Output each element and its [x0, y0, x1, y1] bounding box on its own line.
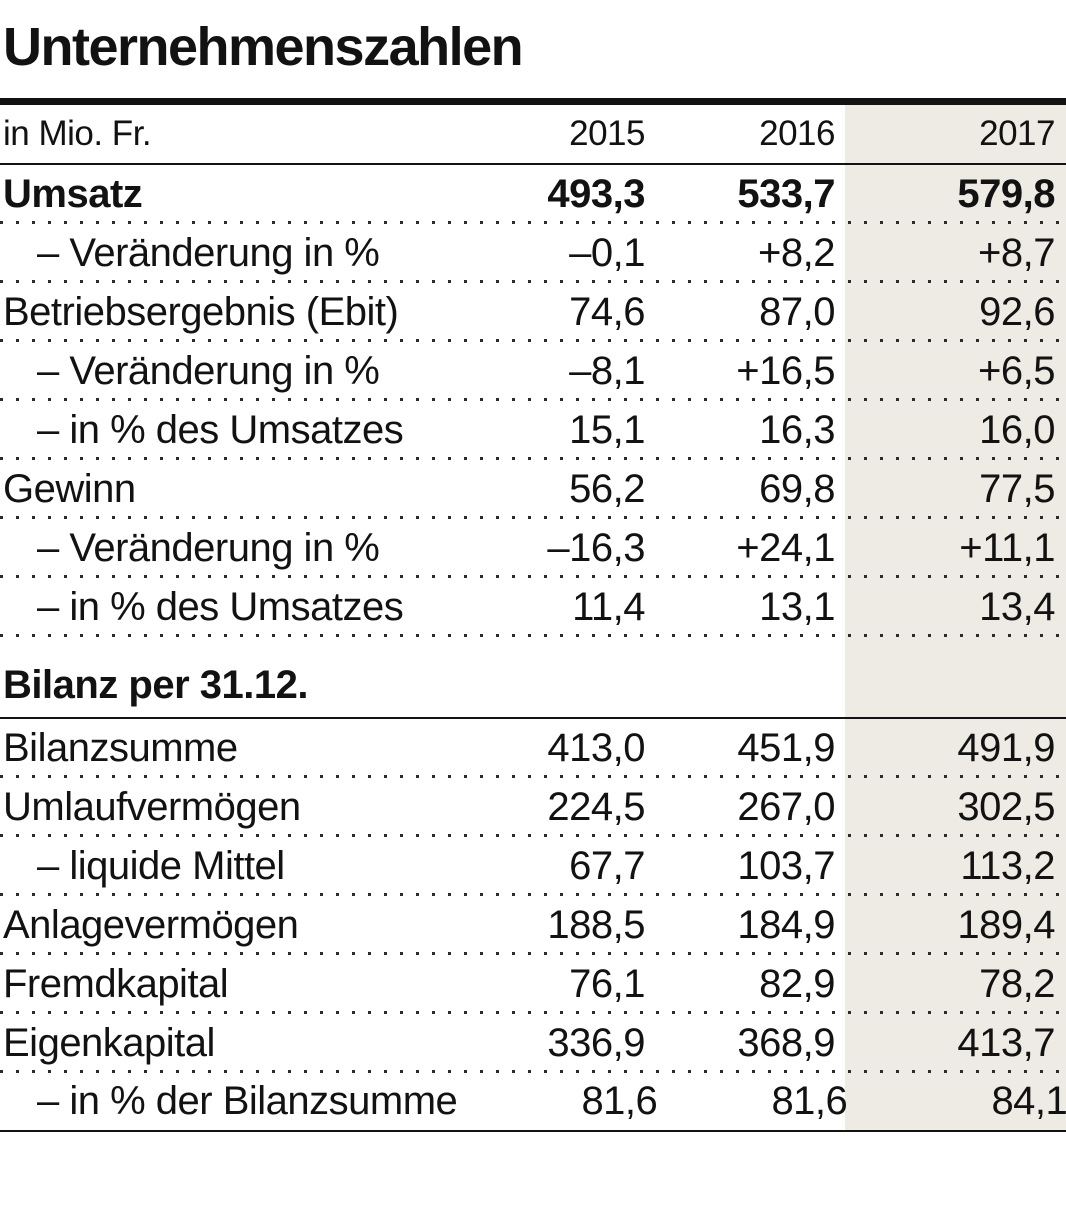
cell-2016: 103,7	[737, 844, 835, 888]
table-header-row: in Mio. Fr. 2015 2016 2017	[0, 105, 1066, 165]
row-label: Anlagevermögen	[3, 903, 299, 947]
cell-2015: 67,7	[569, 844, 645, 888]
cell-2017: 77,5	[979, 467, 1055, 511]
cell-2016: 368,9	[737, 1021, 835, 1065]
cell-2015: 224,5	[547, 785, 645, 829]
row-label: Bilanzsumme	[3, 726, 238, 770]
cell-2016: +24,1	[736, 526, 835, 570]
table-row-umsatz-veraenderung: – Veränderung in % –0,1 +8,2 +8,7	[0, 224, 1066, 283]
cell-2017: 189,4	[957, 903, 1055, 947]
cell-2017: 579,8	[957, 172, 1055, 216]
cell-2016: 184,9	[737, 903, 835, 947]
section-gap	[0, 637, 1066, 653]
row-label: – in % des Umsatzes	[37, 585, 404, 629]
company-figures-table: in Mio. Fr. 2015 2016 2017 Umsatz 493,3 …	[0, 105, 1066, 1132]
unit-label: in Mio. Fr.	[3, 114, 152, 153]
table-row-liquide-mittel: – liquide Mittel 67,7 103,7 113,2	[0, 837, 1066, 896]
table-row-fremdkapital: Fremdkapital 76,1 82,9 78,2	[0, 955, 1066, 1014]
table-row-ebit-marge: – in % des Umsatzes 15,1 16,3 16,0	[0, 401, 1066, 460]
cell-2016: 533,7	[737, 172, 835, 216]
table-row-ebit: Betriebsergebnis (Ebit) 74,6 87,0 92,6	[0, 283, 1066, 342]
cell-2015: 15,1	[569, 408, 645, 452]
cell-2016: 69,8	[759, 467, 835, 511]
cell-2015: 81,6	[581, 1079, 658, 1123]
cell-2017: 491,9	[957, 726, 1055, 770]
cell-2017: 84,1	[991, 1079, 1066, 1123]
row-label: Fremdkapital	[3, 962, 229, 1006]
table-row-gewinn-veraenderung: – Veränderung in % –16,3 +24,1 +11,1	[0, 519, 1066, 578]
cell-2015: 413,0	[547, 726, 645, 770]
table-row-umsatz: Umsatz 493,3 533,7 579,8	[0, 165, 1066, 224]
cell-2017: 113,2	[960, 844, 1055, 888]
cell-2016: 82,9	[759, 962, 835, 1006]
table-row-anlagevermoegen: Anlagevermögen 188,5 184,9 189,4	[0, 896, 1066, 955]
row-label: – in % des Umsatzes	[37, 408, 404, 452]
section-header-bilanz: Bilanz per 31.12.	[0, 653, 1066, 719]
cell-2015: 74,6	[569, 290, 645, 334]
cell-2015: 188,5	[547, 903, 645, 947]
cell-2015: –8,1	[569, 349, 645, 393]
row-label: Umsatz	[3, 172, 143, 216]
highlight-column-2017	[845, 105, 1066, 1132]
row-label: Eigenkapital	[3, 1021, 215, 1065]
row-label: – liquide Mittel	[37, 844, 285, 888]
column-header-2015: 2015	[569, 114, 645, 153]
table-row-gewinn-marge: – in % des Umsatzes 11,4 13,1 13,4	[0, 578, 1066, 637]
table-row-eigenkapital-quote: – in % der Bilanzsumme 81,6 81,6 84,1	[0, 1073, 1066, 1132]
cell-2017: +6,5	[978, 349, 1055, 393]
table-row-eigenkapital: Eigenkapital 336,9 368,9 413,7	[0, 1014, 1066, 1073]
cell-2016: 13,1	[759, 585, 835, 629]
cell-2016: 451,9	[737, 726, 835, 770]
cell-2015: 493,3	[547, 172, 645, 216]
cell-2015: –0,1	[569, 231, 645, 275]
row-label: Umlaufvermögen	[3, 785, 301, 829]
cell-2017: 78,2	[979, 962, 1055, 1006]
cell-2017: 413,7	[957, 1021, 1055, 1065]
row-label: Gewinn	[3, 467, 136, 511]
title-rule	[0, 98, 1066, 105]
cell-2017: +8,7	[978, 231, 1055, 275]
cell-2017: +11,1	[959, 526, 1055, 570]
cell-2017: 92,6	[979, 290, 1055, 334]
cell-2015: 11,4	[572, 585, 645, 629]
table-row-ebit-veraenderung: – Veränderung in % –8,1 +16,5 +6,5	[0, 342, 1066, 401]
cell-2015: 56,2	[569, 467, 645, 511]
cell-2015: 76,1	[569, 962, 645, 1006]
column-header-2016: 2016	[759, 114, 835, 153]
cell-2016: 81,6	[771, 1079, 848, 1123]
cell-2016: 16,3	[759, 408, 835, 452]
row-label: – Veränderung in %	[37, 349, 380, 393]
cell-2017: 13,4	[979, 585, 1055, 629]
cell-2017: 16,0	[979, 408, 1055, 452]
cell-2016: 87,0	[759, 290, 835, 334]
cell-2016: 267,0	[737, 785, 835, 829]
row-label: – Veränderung in %	[37, 231, 380, 275]
row-label: – in % der Bilanzsumme	[37, 1079, 458, 1123]
section-heading: Bilanz per 31.12.	[3, 662, 308, 707]
column-header-2017: 2017	[979, 114, 1055, 153]
cell-2015: –16,3	[547, 526, 645, 570]
row-label: – Veränderung in %	[37, 526, 380, 570]
table-row-gewinn: Gewinn 56,2 69,8 77,5	[0, 460, 1066, 519]
table-row-bilanzsumme: Bilanzsumme 413,0 451,9 491,9	[0, 719, 1066, 778]
cell-2016: +8,2	[758, 231, 835, 275]
page-title: Unternehmenszahlen	[3, 17, 524, 77]
row-label: Betriebsergebnis (Ebit)	[3, 290, 399, 334]
cell-2016: +16,5	[736, 349, 835, 393]
cell-2017: 302,5	[957, 785, 1055, 829]
table-row-umlaufvermoegen: Umlaufvermögen 224,5 267,0 302,5	[0, 778, 1066, 837]
cell-2015: 336,9	[547, 1021, 645, 1065]
